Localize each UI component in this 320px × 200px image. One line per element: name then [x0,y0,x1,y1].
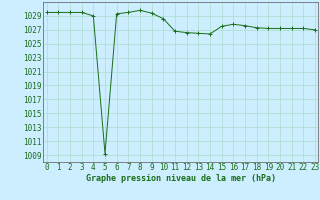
X-axis label: Graphe pression niveau de la mer (hPa): Graphe pression niveau de la mer (hPa) [86,174,276,183]
